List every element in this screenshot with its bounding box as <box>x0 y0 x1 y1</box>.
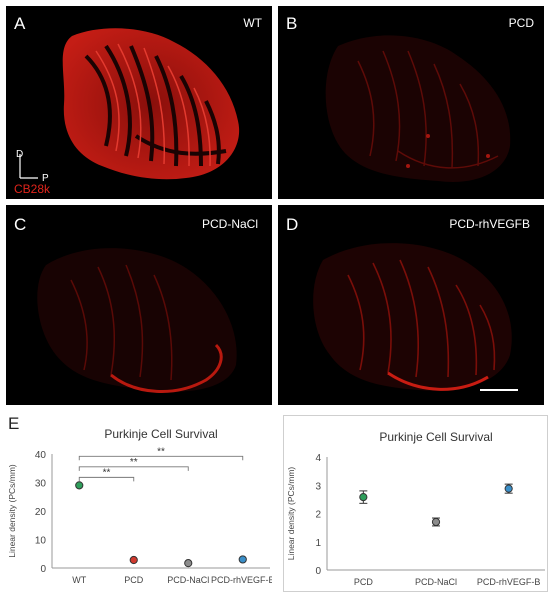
significance-label: ** <box>130 457 138 468</box>
data-point <box>359 493 368 502</box>
panel-letter-c: C <box>14 215 27 234</box>
panel-label-pcd: PCD <box>508 16 534 30</box>
panel-label-pcd-nacl: PCD-NaCl <box>201 217 258 231</box>
x-tick-label: PCD-NaCl <box>415 577 457 587</box>
cerebellum-pcd-rhvegfb-image <box>313 243 518 391</box>
orientation-posterior-label: P <box>42 173 49 184</box>
orientation-dorsal-label: D <box>16 149 24 160</box>
data-point <box>129 555 138 565</box>
significance-label: ** <box>103 467 111 478</box>
significance-bracket <box>78 466 189 471</box>
x-tick-label: WT <box>72 575 86 585</box>
y-tick-label: 2 <box>315 510 321 521</box>
x-tick-label: PCD <box>124 575 144 585</box>
panel-d-image: D PCD-rhVEGFB <box>278 205 544 405</box>
x-tick-label: PCD-rhVEGF-B <box>477 577 541 587</box>
y-tick-label: 3 <box>315 481 321 492</box>
y-tick-label: 0 <box>40 564 46 575</box>
y-tick-label: 10 <box>35 536 47 547</box>
panel-a-image: A WT D P CB28k <box>6 6 272 199</box>
y-tick-label: 0 <box>315 566 321 577</box>
y-tick-label: 40 <box>35 450 47 461</box>
chart-title: Purkinje Cell Survival <box>104 427 217 441</box>
x-tick-label: PCD-rhVEGF-B <box>211 575 272 585</box>
panel-letter-a: A <box>14 14 26 33</box>
panel-c-image: C PCD-NaCl <box>6 205 272 405</box>
y-axis-label: Linear density (PCs/mm) <box>286 467 296 561</box>
data-point <box>184 559 193 568</box>
cerebellum-pcd-image <box>325 35 511 182</box>
orientation-arrows-icon <box>19 154 38 179</box>
data-point <box>431 517 441 527</box>
y-tick-label: 30 <box>35 479 47 490</box>
y-tick-label: 20 <box>35 507 47 518</box>
panel-b-image: B PCD <box>278 6 544 199</box>
chart-title: Purkinje Cell Survival <box>379 430 492 444</box>
stain-label: CB28k <box>14 182 51 196</box>
panel-letter-d: D <box>286 215 299 234</box>
chart-f-purkinje-survival: Purkinje Cell Survival Linear density (PC… <box>286 430 545 587</box>
significance-bracket <box>78 455 244 461</box>
cerebellum-pcd-nacl-image <box>37 248 237 393</box>
y-tick-label: 1 <box>315 538 321 549</box>
data-point <box>504 484 513 493</box>
y-axis-label: Linear density (PCs/mm) <box>7 464 17 558</box>
x-tick-label: PCD <box>354 577 374 587</box>
data-point <box>75 481 84 490</box>
panel-label-pcd-rhvegfb: PCD-rhVEGFB <box>449 217 530 231</box>
significance-label: ** <box>157 446 165 457</box>
panel-label-wt: WT <box>243 16 262 30</box>
chart-letter-e: E <box>8 414 20 433</box>
data-point <box>238 555 247 564</box>
panel-letter-b: B <box>286 14 298 33</box>
y-tick-label: 4 <box>315 453 321 464</box>
significance-bracket <box>78 476 135 482</box>
x-tick-label: PCD-NaCl <box>167 575 209 585</box>
cerebellum-wt-image <box>62 28 240 180</box>
chart-e-purkinje-survival: Purkinje Cell Survival Linear density (PC… <box>7 427 272 585</box>
